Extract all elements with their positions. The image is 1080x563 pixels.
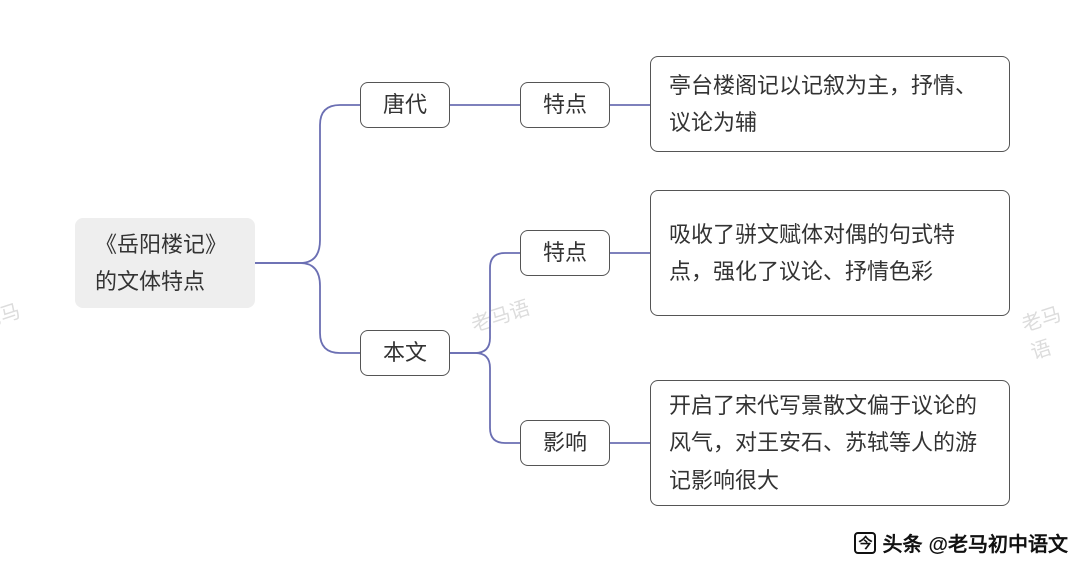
watermark: 老马语 — [467, 291, 533, 337]
child-label: 影响 — [543, 424, 587, 461]
root-node: 《岳阳楼记》的文体特点 — [75, 218, 255, 308]
branch-benwen: 本文 — [360, 330, 450, 376]
leaf-tangdai-tedian: 亭台楼阁记以记叙为主，抒情、议论为辅 — [650, 56, 1010, 152]
child-label: 特点 — [543, 86, 587, 123]
attribution-prefix: 头条 — [882, 528, 922, 557]
branch-benwen-yingxiang: 影响 — [520, 420, 610, 466]
branch-tangdai: 唐代 — [360, 82, 450, 128]
leaf-text: 亭台楼阁记以记叙为主，抒情、议论为辅 — [669, 67, 991, 142]
watermark: 老马语 — [1017, 293, 1080, 365]
branch-label: 唐代 — [383, 86, 427, 123]
root-text: 《岳阳楼记》的文体特点 — [95, 226, 235, 301]
attribution: 今 头条 @老马初中语文 — [854, 528, 1068, 557]
leaf-benwen-yingxiang: 开启了宋代写景散文偏于议论的风气，对王安石、苏轼等人的游记影响很大 — [650, 380, 1010, 506]
attribution-author: @老马初中语文 — [928, 528, 1068, 557]
branch-benwen-tedian: 特点 — [520, 230, 610, 276]
child-label: 特点 — [543, 234, 587, 271]
leaf-text: 开启了宋代写景散文偏于议论的风气，对王安石、苏轼等人的游记影响很大 — [669, 387, 991, 499]
leaf-benwen-tedian: 吸收了骈文赋体对偶的句式特点，强化了议论、抒情色彩 — [650, 190, 1010, 316]
watermark: 老马 — [0, 295, 24, 335]
branch-label: 本文 — [383, 334, 427, 371]
leaf-text: 吸收了骈文赋体对偶的句式特点，强化了议论、抒情色彩 — [669, 216, 991, 291]
attribution-icon: 今 — [854, 532, 876, 554]
branch-tangdai-tedian: 特点 — [520, 82, 610, 128]
